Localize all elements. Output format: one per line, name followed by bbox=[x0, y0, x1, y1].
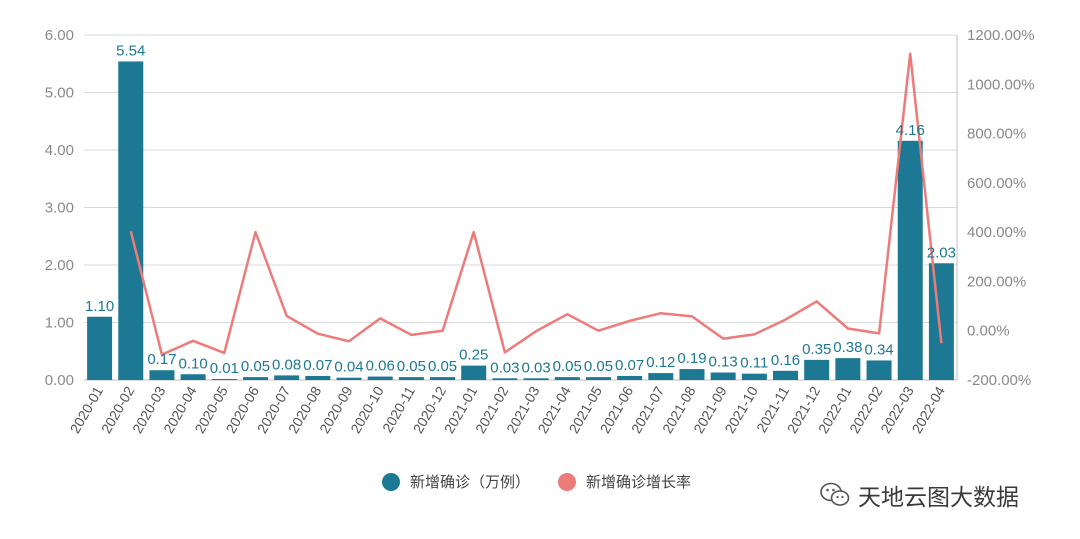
y-left-tick-label: 4.00 bbox=[45, 142, 74, 159]
bar-series bbox=[87, 61, 954, 380]
bar bbox=[710, 372, 736, 380]
data-labels: 1.105.540.17 0.10 0.01 0.05 0.08 0.07 0.04 0.06… bbox=[85, 42, 956, 377]
bar bbox=[804, 359, 830, 380]
bar-value-label: 0.08 bbox=[272, 356, 301, 373]
legend-item-line[interactable]: 新增确诊增长率 bbox=[558, 471, 691, 492]
growth-rate-line bbox=[129, 52, 943, 356]
bar-value-label: 0.03 bbox=[521, 359, 550, 376]
bar-value-label: 0.04 bbox=[334, 359, 363, 376]
y-right-tick-label: 600.00% bbox=[967, 175, 1026, 192]
bar bbox=[928, 263, 954, 380]
bar-value-label: 0.16 bbox=[771, 352, 800, 369]
legend-label-line: 新增确诊增长率 bbox=[586, 473, 692, 491]
line-series bbox=[129, 52, 943, 356]
y-right-tick-label: -200.00% bbox=[967, 372, 1031, 389]
bar-value-label: 0.17 bbox=[147, 351, 176, 368]
y-right-tick-label: 200.00% bbox=[967, 273, 1026, 290]
y-right-tick-label: 1200.00% bbox=[967, 27, 1035, 44]
bar-value-label: 0.34 bbox=[864, 341, 893, 358]
legend-label-bars: 新增确诊（万例） bbox=[410, 473, 531, 491]
bar bbox=[523, 378, 549, 380]
legend-item-bars[interactable]: 新增确诊（万例） bbox=[382, 471, 530, 492]
bar bbox=[87, 316, 113, 380]
bar bbox=[617, 375, 643, 380]
bar-value-label: 0.05 bbox=[584, 358, 613, 375]
bar-value-label: 0.12 bbox=[646, 354, 675, 371]
bar-value-label: 4.16 bbox=[896, 122, 925, 139]
y-left-tick-label: 6.00 bbox=[45, 27, 74, 44]
bar bbox=[897, 140, 923, 380]
bar bbox=[741, 373, 767, 380]
bar bbox=[242, 377, 268, 380]
bar bbox=[149, 370, 175, 380]
bar bbox=[211, 379, 237, 380]
bar bbox=[398, 377, 424, 380]
bar bbox=[367, 376, 393, 380]
bar bbox=[492, 378, 518, 380]
y-left-tick-label: 5.00 bbox=[45, 85, 74, 102]
bar-value-label: 0.05 bbox=[428, 358, 457, 375]
bar bbox=[648, 373, 674, 380]
bar bbox=[461, 365, 487, 380]
watermark: 天地云图大数据 bbox=[820, 478, 1019, 512]
y-right-tick-label: 0.00% bbox=[967, 323, 1010, 340]
bar bbox=[585, 377, 611, 380]
y-axis-right: -200.00% 0.00% 200.00% 400.00% 600.00% 800.00… bbox=[967, 27, 1035, 389]
y-right-tick-label: 800.00% bbox=[967, 126, 1026, 143]
bar bbox=[554, 377, 580, 380]
y-right-tick-label: 1000.00% bbox=[967, 76, 1035, 93]
legend-swatch-bars bbox=[382, 472, 400, 491]
legend: 新增确诊（万例） 新增确诊增长率 bbox=[0, 471, 1080, 495]
bar-value-label: 0.06 bbox=[366, 358, 395, 375]
bar-value-label: 0.07 bbox=[615, 357, 644, 374]
watermark-text: 天地云图大数据 bbox=[858, 485, 1019, 511]
bar bbox=[430, 377, 456, 380]
bar-value-label: 5.54 bbox=[116, 42, 145, 59]
y-left-tick-label: 1.00 bbox=[45, 315, 74, 332]
bar bbox=[305, 375, 331, 380]
bar-value-label: 1.10 bbox=[85, 298, 114, 315]
y-left-tick-label: 0.00 bbox=[45, 372, 74, 389]
bar bbox=[274, 375, 300, 380]
bar bbox=[773, 370, 799, 380]
bar-value-label: 2.03 bbox=[927, 244, 956, 261]
bar-value-label: 0.05 bbox=[553, 358, 582, 375]
x-axis: 2020-012020-022020-032020-042020-052020-… bbox=[67, 383, 948, 436]
bar-value-label: 0.03 bbox=[490, 359, 519, 376]
bar-value-label: 0.19 bbox=[677, 350, 706, 367]
bar bbox=[835, 358, 861, 380]
bar-value-label: 0.01 bbox=[210, 360, 239, 377]
grid-lines bbox=[84, 34, 958, 381]
wechat-icon bbox=[820, 482, 850, 506]
bar-value-label: 0.07 bbox=[303, 357, 332, 374]
y-axis-left: 0.00 1.00 2.00 3.00 4.00 5.00 6.00 bbox=[45, 27, 74, 389]
y-left-tick-label: 2.00 bbox=[45, 257, 74, 274]
bar-value-label: 0.13 bbox=[709, 354, 738, 371]
legend-swatch-line bbox=[558, 472, 576, 491]
bar-value-label: 0.25 bbox=[459, 347, 488, 364]
bar-value-label: 0.05 bbox=[397, 358, 426, 375]
y-left-tick-label: 3.00 bbox=[45, 200, 74, 217]
bar bbox=[180, 374, 206, 380]
bar bbox=[118, 61, 144, 380]
y-right-tick-label: 400.00% bbox=[967, 224, 1026, 241]
bar-value-label: 0.05 bbox=[241, 358, 270, 375]
bar-value-label: 0.10 bbox=[179, 355, 208, 372]
bar-value-label: 0.35 bbox=[802, 341, 831, 358]
bar-value-label: 0.38 bbox=[833, 339, 862, 356]
bar bbox=[679, 369, 705, 380]
bar-value-label: 0.11 bbox=[740, 355, 768, 372]
bar bbox=[866, 360, 892, 380]
bar bbox=[336, 377, 362, 380]
